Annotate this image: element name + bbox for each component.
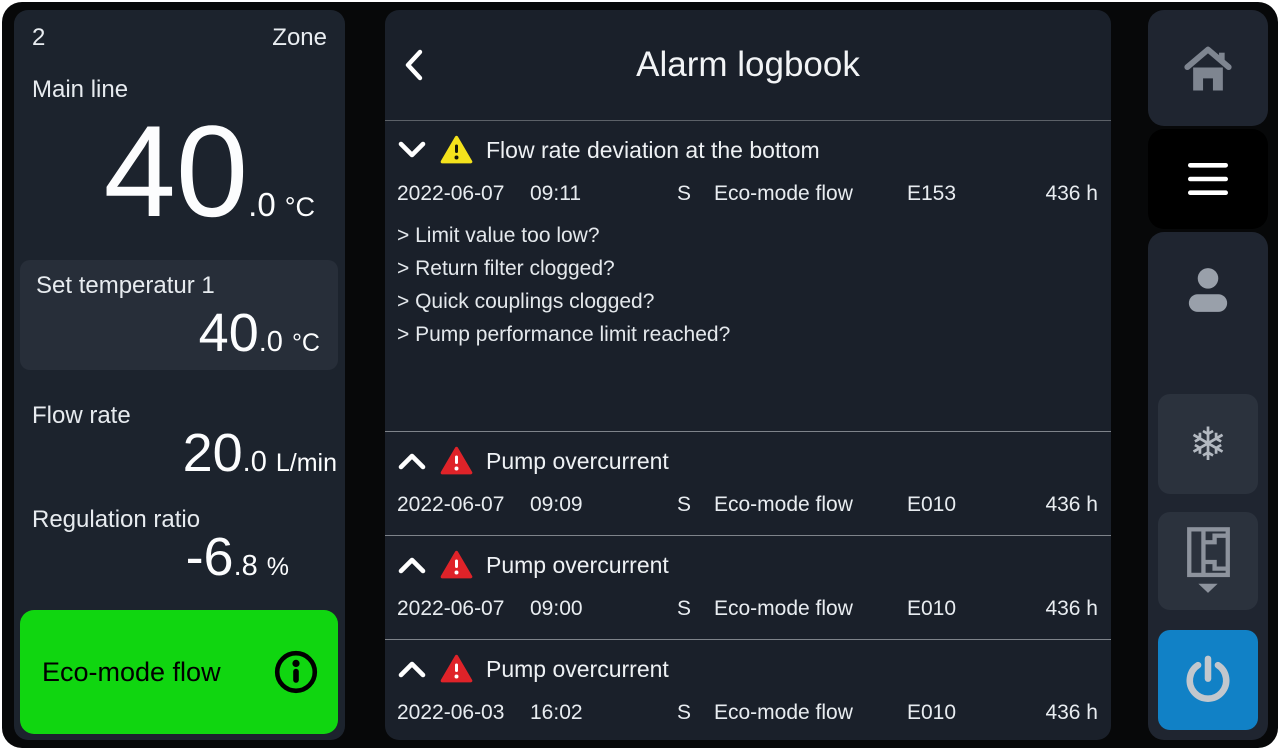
main-temperature-unit: °C: [284, 192, 315, 222]
alarm-time: 09:00: [530, 597, 583, 620]
alarm-mode: Eco-mode flow: [714, 597, 853, 620]
page-title: Alarm logbook: [636, 45, 860, 84]
alarm-header[interactable]: Pump overcurrent: [397, 446, 1098, 476]
expand-chevron-icon[interactable]: [397, 451, 427, 471]
alarm-hours: 436 h: [1045, 182, 1098, 205]
warning-triangle-icon: [440, 135, 473, 164]
alarm-date: 2022-06-07: [397, 597, 505, 620]
alarm-time: 09:11: [530, 182, 581, 205]
alarm-date: 2022-06-07: [397, 182, 505, 205]
snowflake-icon: ❄: [1188, 417, 1228, 471]
alarm-ack-state: S: [677, 182, 692, 205]
error-triangle-icon: [440, 446, 473, 475]
alarm-mode: Eco-mode flow: [714, 493, 853, 516]
alarm-logbook-panel: Alarm logbook Flow rate deviation at the…: [385, 10, 1111, 740]
alarm-code: E153: [907, 182, 957, 205]
alarm-code: E010: [907, 493, 957, 516]
error-triangle-icon: [440, 654, 473, 683]
user-button[interactable]: [1158, 250, 1258, 330]
zone-panel: 2 Zone Main line 40 .0 °C Set temperatur…: [14, 10, 345, 740]
expand-chevron-icon[interactable]: [397, 555, 427, 575]
alarm-entry: Pump overcurrent 2022-06-03 16:02 S Eco-…: [385, 640, 1111, 740]
alarm-entry: Pump overcurrent 2022-06-07 09:00 S Eco-…: [385, 536, 1111, 639]
alarm-mode: Eco-mode flow: [714, 182, 853, 205]
eco-mode-flow-label: Eco-mode flow: [42, 656, 221, 687]
zones-button[interactable]: [1158, 512, 1258, 610]
header-divider: [385, 120, 1111, 121]
regulation-ratio-unit: %: [266, 553, 289, 581]
eco-mode-flow-button[interactable]: Eco-mode flow: [20, 610, 338, 734]
alarm-date: 2022-06-03: [397, 701, 505, 724]
zone-number: 2: [32, 24, 46, 51]
main-line-label: Main line: [32, 76, 129, 103]
alarm-hours: 436 h: [1045, 701, 1098, 724]
alarm-data-row: 2022-06-07 09:11 S Eco-mode flow E153 43…: [397, 182, 1098, 206]
alarm-hint: > Limit value too low?: [397, 224, 600, 247]
alarm-ack-state: S: [677, 493, 692, 516]
home-icon: [1184, 46, 1232, 91]
cooling-button[interactable]: ❄: [1158, 394, 1258, 494]
alarm-hint: > Quick couplings clogged?: [397, 290, 655, 313]
alarm-title: Flow rate deviation at the bottom: [486, 136, 820, 163]
alarm-entry: Flow rate deviation at the bottom 2022-0…: [385, 121, 1111, 431]
alarm-hint: > Pump performance limit reached?: [397, 323, 731, 346]
set-temperature-unit: °C: [291, 329, 320, 357]
alarm-header[interactable]: Pump overcurrent: [397, 550, 1098, 580]
alarm-code: E010: [907, 597, 957, 620]
alarm-hints: > Limit value too low? > Return filter c…: [397, 219, 1098, 351]
back-button[interactable]: [397, 46, 433, 86]
row-divider: [385, 431, 1111, 432]
mold-zones-icon: [1187, 527, 1230, 593]
home-button[interactable]: [1148, 10, 1268, 126]
alarm-header[interactable]: Pump overcurrent: [397, 654, 1098, 684]
set-temperature-label: Set temperatur 1: [36, 272, 215, 299]
alarm-header[interactable]: Flow rate deviation at the bottom: [397, 135, 1098, 165]
sidebar: ❄: [1148, 232, 1268, 740]
set-temperature-field[interactable]: Set temperatur 1 40 .0 °C: [20, 260, 338, 370]
set-temperature-value: 40 .0 °C: [198, 303, 320, 363]
flow-rate-value: 20 .0 L/min: [182, 423, 337, 483]
alarm-title: Pump overcurrent: [486, 447, 669, 474]
regulation-ratio-value: -6 .8 %: [185, 527, 289, 587]
user-icon: [1188, 268, 1228, 312]
alarm-data-row: 2022-06-07 09:00 S Eco-mode flow E010 43…: [397, 597, 1098, 621]
flow-rate-label: Flow rate: [32, 402, 131, 429]
main-temperature-value: 40 .0 °C: [103, 98, 315, 244]
alarm-time: 09:09: [530, 493, 583, 516]
dropdown-triangle-icon: [1198, 583, 1218, 593]
power-button[interactable]: [1158, 630, 1258, 730]
flow-rate-unit: L/min: [275, 449, 337, 477]
alarm-data-row: 2022-06-07 09:09 S Eco-mode flow E010 43…: [397, 493, 1098, 517]
zone-label: Zone: [272, 24, 327, 51]
alarm-ack-state: S: [677, 701, 692, 724]
alarm-data-row: 2022-06-03 16:02 S Eco-mode flow E010 43…: [397, 701, 1098, 725]
error-triangle-icon: [440, 550, 473, 579]
alarm-time: 16:02: [530, 701, 583, 724]
alarm-title: Pump overcurrent: [486, 551, 669, 578]
alarm-date: 2022-06-07: [397, 493, 505, 516]
regulation-ratio-label: Regulation ratio: [32, 506, 201, 533]
expand-chevron-icon[interactable]: [397, 659, 427, 679]
alarm-ack-state: S: [677, 597, 692, 620]
alarm-hours: 436 h: [1045, 597, 1098, 620]
row-divider: [385, 535, 1111, 536]
menu-button[interactable]: [1148, 129, 1268, 229]
row-divider: [385, 639, 1111, 640]
menu-icon: [1188, 163, 1228, 195]
alarm-title: Pump overcurrent: [486, 655, 669, 682]
alarm-logbook-header: Alarm logbook: [385, 10, 1111, 120]
alarm-code: E010: [907, 701, 957, 724]
alarm-hours: 436 h: [1045, 493, 1098, 516]
alarm-entry: Pump overcurrent 2022-06-07 09:09 S Eco-…: [385, 432, 1111, 535]
alarm-mode: Eco-mode flow: [714, 701, 853, 724]
info-icon: [274, 650, 318, 694]
alarm-hint: > Return filter clogged?: [397, 257, 615, 280]
back-chevron-icon: [405, 49, 423, 80]
power-icon: [1186, 655, 1230, 702]
collapse-chevron-icon[interactable]: [397, 140, 427, 160]
